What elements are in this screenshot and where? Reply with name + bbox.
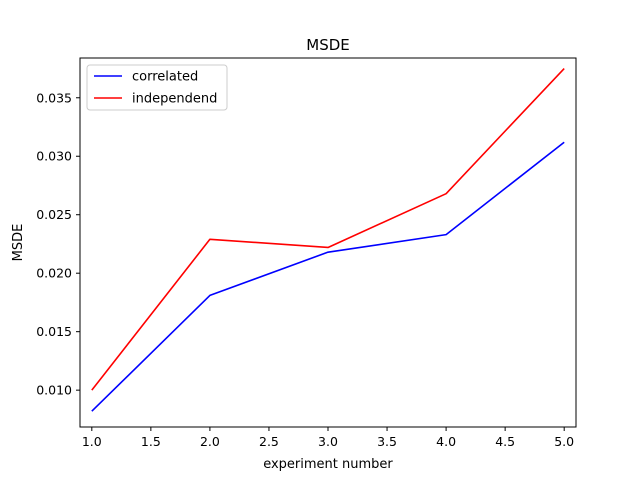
- y-tick-label: 0.020: [36, 266, 72, 281]
- y-tick-label: 0.015: [36, 324, 72, 339]
- plot-area: [80, 58, 576, 427]
- y-tick-label: 0.030: [36, 149, 72, 164]
- x-tick-label: 3.0: [318, 434, 338, 449]
- series-line-independend: [91, 67, 565, 391]
- x-tick-label: 1.0: [82, 434, 102, 449]
- x-tick-label: 1.5: [141, 434, 161, 449]
- legend: correlated independend: [86, 64, 228, 111]
- y-tick-label: 0.010: [36, 383, 72, 398]
- x-axis-label: experiment number: [263, 457, 393, 472]
- legend-label-independend: independend: [132, 92, 217, 107]
- x-tick-label: 5.0: [554, 434, 574, 449]
- x-tick-label: 4.0: [436, 434, 456, 449]
- legend-label-correlated: correlated: [132, 70, 198, 85]
- chart-title: MSDE: [306, 36, 350, 54]
- series-line-correlated: [91, 141, 565, 412]
- y-axis-label: MSDE: [11, 224, 26, 262]
- x-tick-label: 4.5: [495, 434, 515, 449]
- plot-frame: [79, 57, 577, 428]
- x-axis-ticks: 1.0 1.5 2.0 2.5 3.0 3.5 4.0 4.5 5.0: [82, 427, 574, 449]
- y-axis-ticks: 0.010 0.015 0.020 0.025 0.030 0.035: [36, 90, 80, 398]
- x-tick-label: 3.5: [377, 434, 397, 449]
- y-tick-label: 0.035: [36, 90, 72, 105]
- plot-background: [80, 58, 576, 427]
- y-tick-label: 0.025: [36, 207, 72, 222]
- x-tick-label: 2.0: [200, 434, 220, 449]
- x-tick-label: 2.5: [259, 434, 279, 449]
- series-lines: [91, 67, 565, 412]
